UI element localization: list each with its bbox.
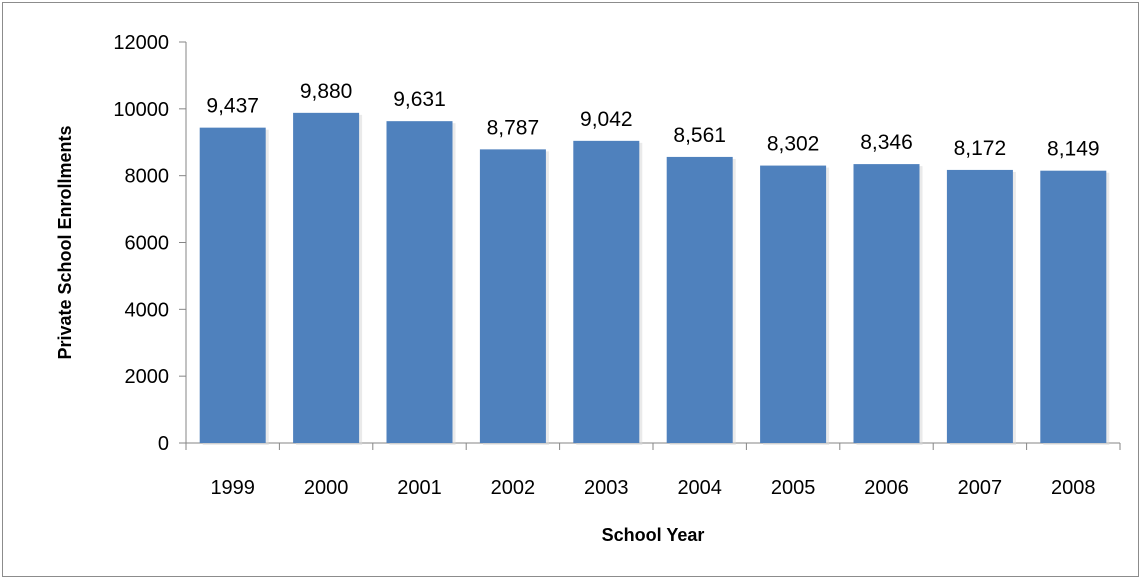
bar-2002 [479, 149, 546, 444]
bar-2000 [293, 112, 360, 444]
x-tick-label: 2002 [491, 477, 536, 499]
y-tick-label: 6000 [125, 233, 170, 255]
x-tick-label: 2008 [1051, 477, 1096, 499]
bar-2006 [853, 164, 920, 444]
x-tick-label: 2003 [584, 477, 629, 499]
y-tick-label: 12000 [113, 32, 169, 54]
data-label-2005: 8,302 [767, 133, 820, 156]
bar-2005 [760, 165, 827, 443]
x-tick-label: 2006 [864, 477, 909, 499]
x-tick-label: 2005 [771, 477, 816, 499]
bar-2004 [666, 156, 733, 443]
y-tick-label: 8000 [125, 166, 170, 188]
data-label-2008: 8,149 [1047, 138, 1100, 161]
bar-2003 [573, 140, 640, 443]
bar-2001 [386, 121, 453, 443]
data-label-1999: 9,437 [206, 95, 259, 118]
x-tick-label: 2001 [397, 477, 442, 499]
data-labels: 9,437 9,880 9,631 8,787 9,042 8,561 8,302 8,346… [206, 80, 1099, 161]
x-axis: 1999 2000 2001 2002 2003 2004 2005 2006 2007 2008 [185, 442, 1121, 499]
data-label-2007: 8,172 [954, 137, 1007, 160]
bars [199, 112, 1110, 446]
y-tick-label: 0 [158, 433, 169, 455]
data-label-2001: 9,631 [393, 88, 446, 111]
bar-2008 [1040, 170, 1107, 444]
data-label-2006: 8,346 [860, 131, 913, 154]
x-tick-label: 2007 [958, 477, 1003, 499]
x-tick-label: 2004 [677, 477, 722, 499]
y-tick-label: 4000 [125, 299, 170, 321]
data-label-2004: 8,561 [673, 124, 726, 147]
bar-1999 [199, 127, 266, 444]
y-axis: 0 2000 4000 6000 8000 10000 12000 [113, 32, 187, 455]
data-label-2000: 9,880 [300, 80, 353, 103]
x-tick-label: 1999 [210, 477, 255, 499]
y-tick-label: 2000 [125, 366, 170, 388]
bar-2007 [946, 169, 1013, 443]
y-tick-label: 10000 [113, 99, 169, 121]
data-label-2003: 9,042 [580, 108, 633, 131]
x-axis-title: School Year [602, 525, 705, 545]
x-tick-label: 2000 [304, 477, 349, 499]
y-axis-title: Private School Enrollments [55, 125, 75, 359]
data-label-2002: 8,787 [487, 116, 540, 139]
